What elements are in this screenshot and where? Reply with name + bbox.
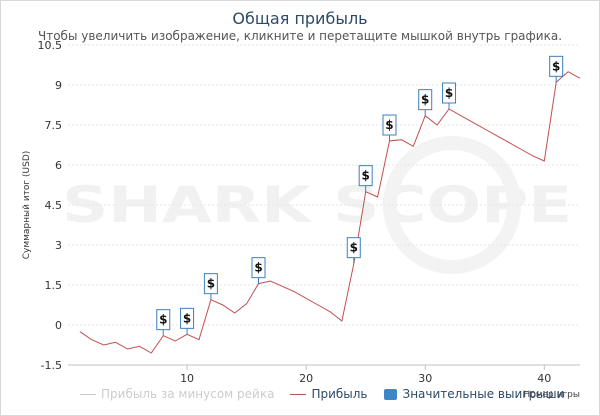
profit-point: [126, 348, 129, 351]
win-marker-label: $: [159, 313, 167, 327]
win-marker[interactable]: $: [442, 82, 457, 109]
x-tick-label: 10: [180, 372, 194, 385]
win-marker-label: $: [350, 241, 358, 255]
y-tick-label: 7.5: [45, 119, 63, 132]
win-marker-label: $: [552, 59, 560, 73]
win-marker[interactable]: $: [156, 309, 171, 336]
profit-point: [459, 114, 462, 117]
win-marker-box: [180, 307, 195, 329]
y-tick-label: 10.5: [38, 39, 63, 52]
win-marker[interactable]: $: [251, 257, 266, 284]
profit-point: [221, 304, 224, 307]
win-marker-label: $: [421, 93, 429, 107]
win-marker[interactable]: $: [549, 55, 564, 83]
win-marker-label: $: [385, 118, 393, 132]
win-marker-box: [549, 55, 564, 77]
profit-point: [78, 330, 81, 333]
profit-point: [531, 154, 534, 157]
y-tick-label: 9: [55, 79, 62, 92]
profit-point: [317, 304, 320, 307]
profit-point: [293, 290, 296, 293]
win-marker-box: [442, 82, 457, 104]
y-tick-label: -1.5: [41, 359, 62, 372]
series-profit[interactable]: [78, 70, 581, 354]
win-marker-box: [251, 257, 266, 279]
profit-point: [567, 70, 570, 73]
profit-point: [400, 138, 403, 141]
profit-point: [281, 285, 284, 288]
y-tick-label: 1.5: [45, 279, 63, 292]
win-marker-box: [418, 89, 433, 111]
y-tick-label: 4.5: [45, 199, 63, 212]
profit-point: [114, 341, 117, 344]
legend-item-profit[interactable]: Прибыль: [290, 387, 368, 401]
win-marker-label: $: [445, 86, 453, 100]
profit-point: [269, 280, 272, 283]
win-marker-label: $: [254, 261, 262, 275]
profit-point: [376, 196, 379, 199]
legend-label: Прибыль: [311, 387, 368, 401]
win-marker-label: $: [183, 311, 191, 325]
y-tick-label: 6: [55, 159, 62, 172]
profit-point: [543, 160, 546, 163]
axes: -1.5 0 1.5 3 4.5 6 7.5 9 10.5 10 20 30 40: [38, 39, 580, 385]
y-tick-label: 3: [55, 239, 62, 252]
win-marker-label: $: [207, 277, 215, 291]
profit-point: [483, 128, 486, 131]
profit-point: [197, 338, 200, 341]
profit-point: [305, 297, 308, 300]
win-marker-box: [156, 309, 171, 331]
x-axis-label: Номер игры: [523, 390, 580, 400]
legend-label: Прибыль за минусом рейка: [101, 387, 275, 401]
grid: [68, 44, 580, 366]
x-tick-label: 20: [299, 372, 313, 385]
profit-point: [507, 141, 510, 144]
profit-point: [90, 338, 93, 341]
profit-point: [245, 302, 248, 305]
profit-point: [102, 344, 105, 347]
profit-point: [150, 352, 153, 355]
legend: Прибыль за минусом рейка Прибыль Значите…: [80, 385, 580, 403]
win-marker-box: [358, 165, 373, 187]
profit-point: [328, 310, 331, 313]
significant-wins[interactable]: $ $ $ $ $ $ $ $ $ $: [156, 55, 564, 336]
profit-point: [138, 345, 141, 348]
win-marker-box: [346, 237, 361, 259]
win-marker-box: [382, 114, 397, 136]
profit-point: [495, 134, 498, 137]
win-marker[interactable]: $: [358, 165, 373, 192]
chart-subtitle: Чтобы увеличить изображение, кликните и …: [37, 29, 563, 43]
win-marker[interactable]: $: [346, 237, 361, 264]
profit-point: [174, 340, 177, 343]
legend-item-significant-wins[interactable]: Значительные выигрыши: [383, 387, 565, 401]
legend-line-icon: [290, 393, 307, 395]
y-tick-label: 0: [55, 319, 62, 332]
win-marker[interactable]: $: [382, 114, 397, 141]
profit-point: [436, 124, 439, 127]
win-marker[interactable]: $: [180, 307, 195, 335]
chart-title: Общая прибыль: [232, 9, 368, 28]
win-marker-box: [203, 273, 218, 295]
profit-line: [79, 71, 581, 354]
profit-point: [412, 145, 415, 148]
profit-point: [340, 320, 343, 323]
win-marker[interactable]: $: [418, 89, 433, 116]
y-axis-label: Суммарный итог (USD): [22, 151, 32, 260]
x-tick-label: 40: [537, 372, 551, 385]
x-tick-label: 30: [418, 372, 432, 385]
win-marker-label: $: [361, 169, 369, 183]
profit-point: [233, 312, 236, 315]
legend-box-icon: [383, 388, 397, 400]
profit-point: [471, 121, 474, 124]
legend-label: Значительные выигрыши: [402, 387, 565, 401]
win-marker[interactable]: $: [203, 273, 218, 300]
profit-point: [579, 77, 582, 80]
legend-item-net-profit[interactable]: Прибыль за минусом рейка: [80, 387, 274, 401]
profit-point: [519, 148, 522, 151]
legend-line-icon: [80, 393, 96, 395]
